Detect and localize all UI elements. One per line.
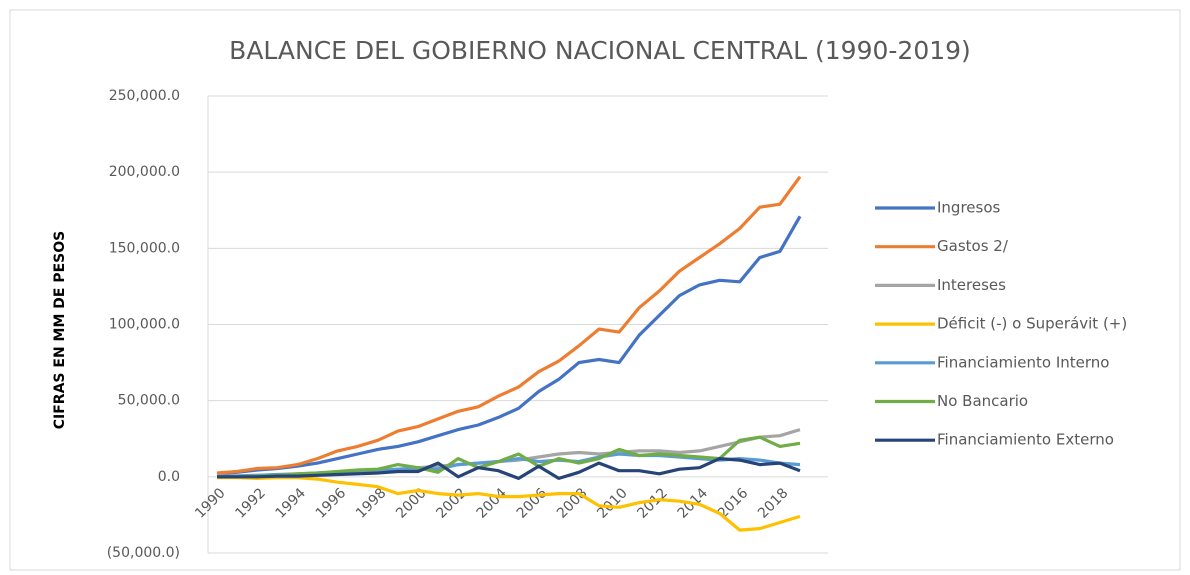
series-line — [217, 476, 801, 532]
series-line — [217, 435, 801, 479]
y-tick-label: 100,000.0 — [109, 317, 180, 333]
y-axis-label: CIFRAS EN MM DE PESOS — [52, 231, 68, 429]
y-tick-label: 50,000.0 — [118, 393, 180, 409]
series-line — [216, 215, 802, 476]
legend-label: No Bancario — [937, 392, 1028, 410]
legend-label: Déficit (-) o Superávit (+) — [937, 315, 1127, 333]
y-tick-label: 250,000.0 — [109, 88, 180, 104]
chart-title: BALANCE DEL GOBIERNO NACIONAL CENTRAL (1… — [229, 36, 971, 65]
y-tick-label: (50,000.0) — [107, 545, 180, 561]
y-tick-label: 200,000.0 — [109, 164, 180, 180]
legend-label: Gastos 2/ — [937, 237, 1009, 255]
legend-label: Ingresos — [937, 199, 1001, 217]
legend-label: Intereses — [937, 276, 1006, 294]
series-line — [217, 457, 801, 480]
legend-label: Financiamiento Externo — [937, 431, 1114, 449]
y-tick-label: 150,000.0 — [109, 240, 180, 256]
y-tick-label: 0.0 — [158, 469, 180, 485]
series-line — [216, 175, 802, 475]
legend-label: Financiamiento Interno — [937, 353, 1110, 371]
